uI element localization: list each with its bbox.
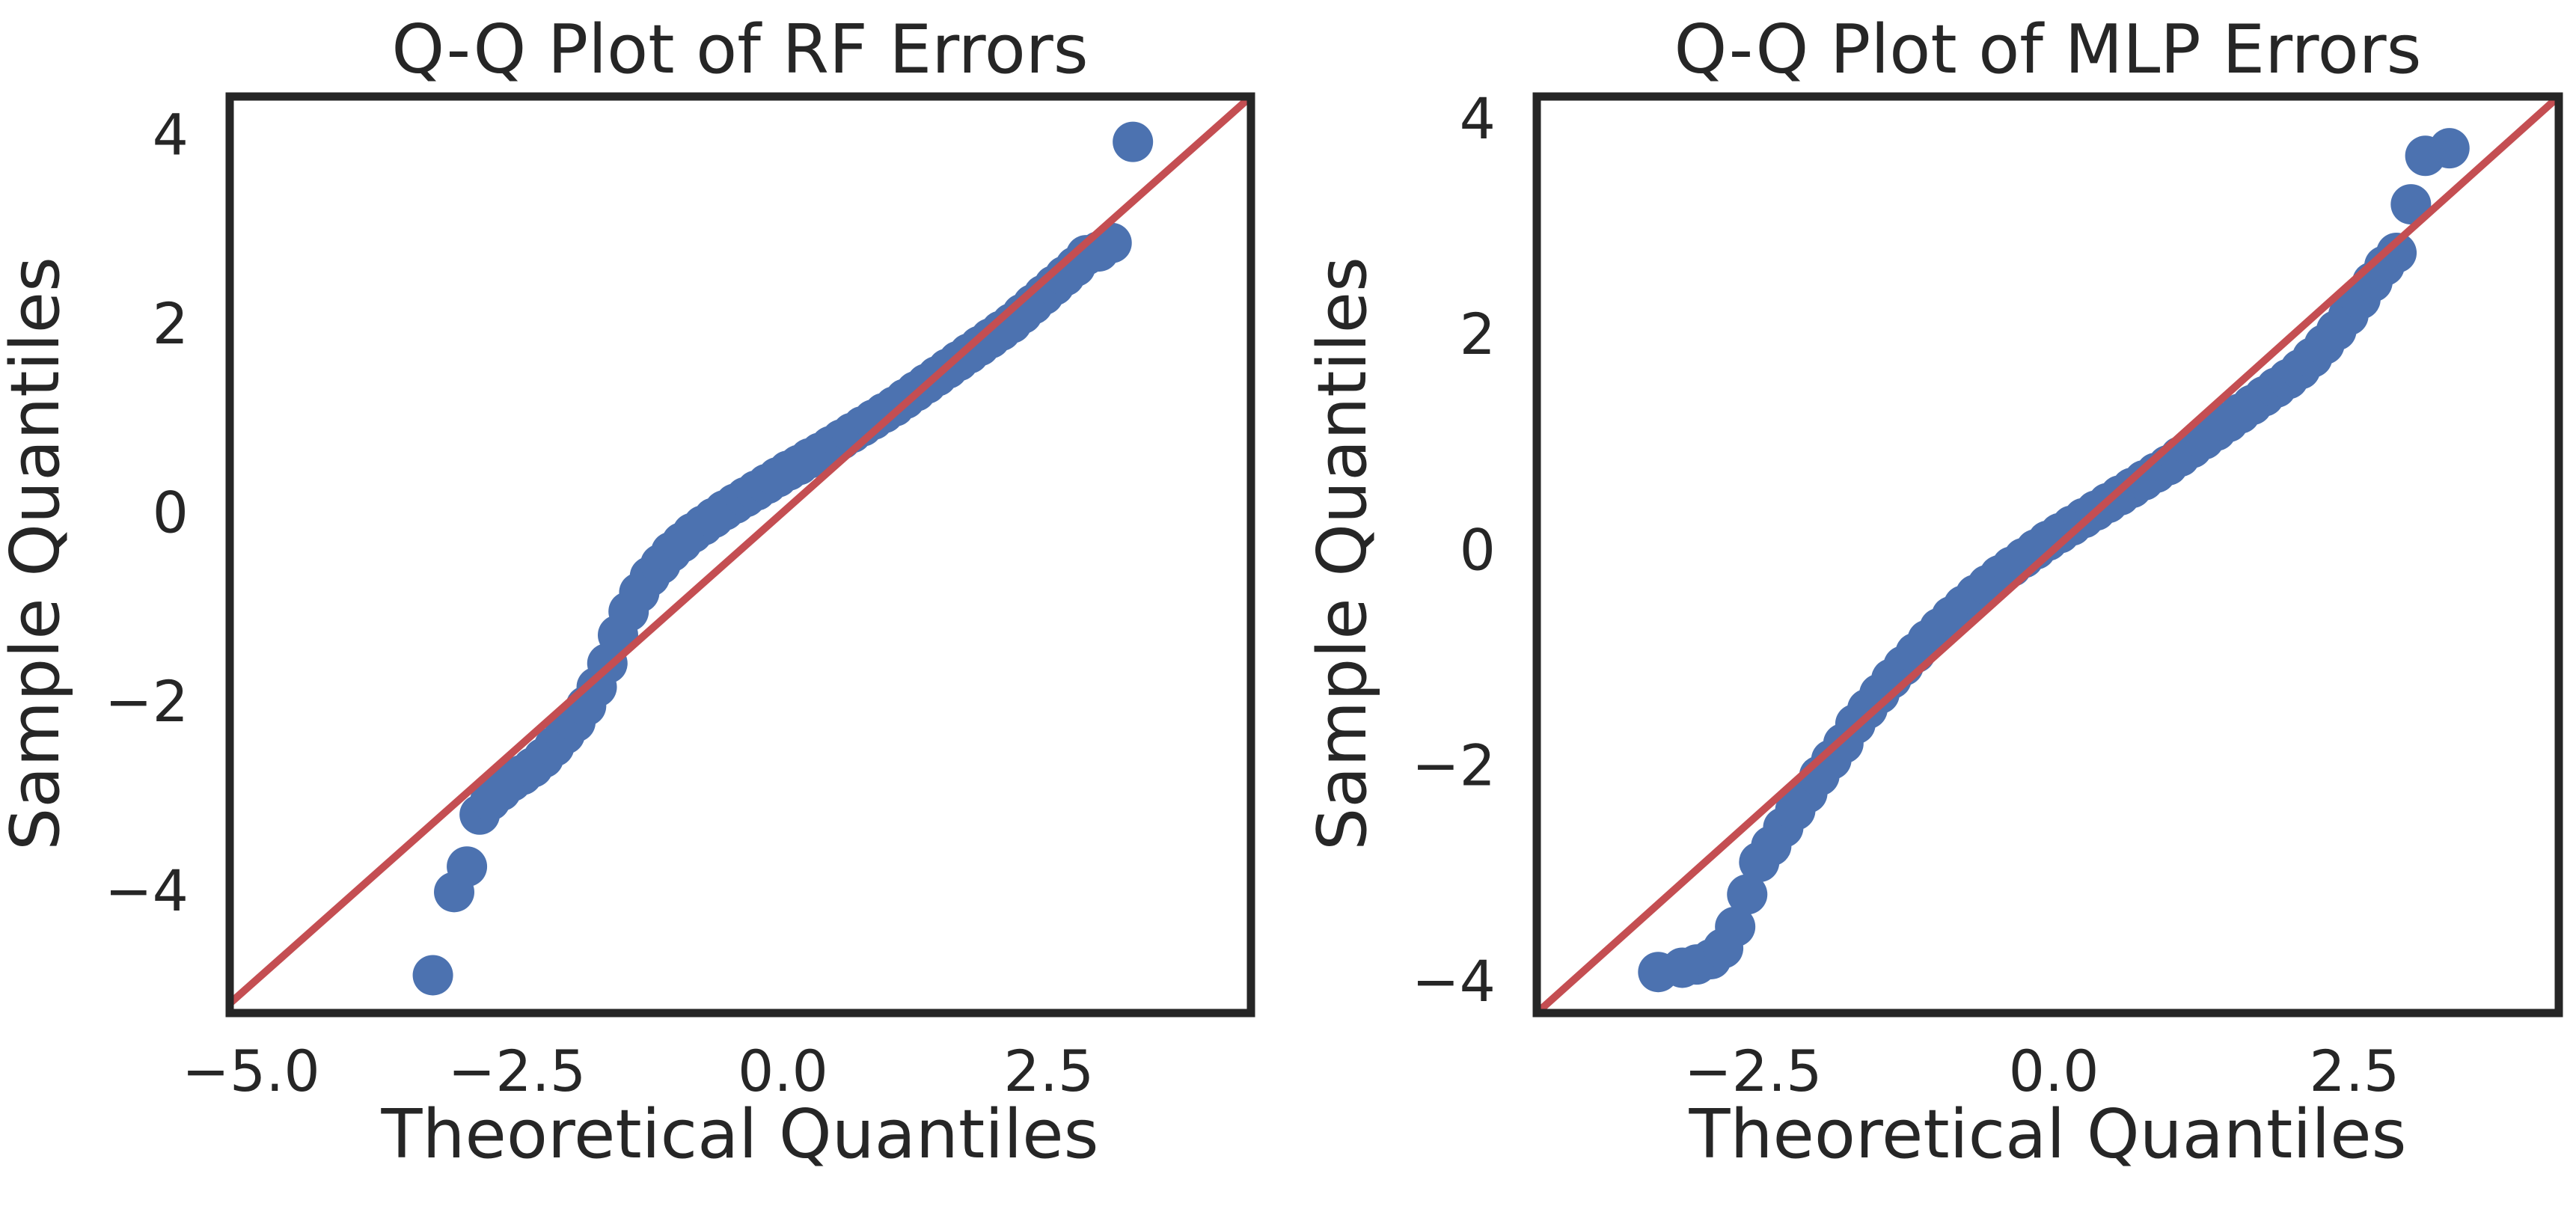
- mlp-y-tick-label: −2: [1412, 732, 1496, 799]
- mlp-y-tick-label: 2: [1460, 301, 1496, 367]
- rf-x-tick-label: 2.5: [1003, 1038, 1094, 1104]
- rf-x-axis-label: Theoretical Quantiles: [380, 1095, 1098, 1174]
- mlp-chart-title: Q-Q Plot of MLP Errors: [1674, 10, 2421, 89]
- mlp-data-point: [2390, 184, 2432, 225]
- mlp-x-tick-label: 0.0: [2009, 1038, 2099, 1104]
- rf-qq-plot: Q-Q Plot of RF Errors Theoretical Quanti…: [0, 10, 1255, 1174]
- rf-plot-frame: [225, 92, 1255, 1018]
- rf-chart-title: Q-Q Plot of RF Errors: [391, 10, 1088, 89]
- mlp-plot-frame: [1532, 92, 2563, 1018]
- mlp-y-axis-label: Sample Quantiles: [1303, 257, 1382, 851]
- rf-y-tick-label: 0: [153, 480, 189, 546]
- rf-x-tick-label: −2.5: [448, 1038, 587, 1104]
- rf-y-tick-label: 4: [153, 102, 189, 168]
- rf-y-axis-label: Sample Quantiles: [0, 257, 75, 851]
- rf-y-tick-label: −4: [105, 857, 189, 924]
- mlp-y-tick-label: 4: [1460, 85, 1496, 152]
- rf-y-tick-label: 2: [153, 290, 189, 357]
- mlp-data-points: [1638, 128, 2470, 993]
- mlp-data-point: [2376, 232, 2417, 273]
- mlp-data-point: [2429, 128, 2470, 169]
- mlp-qq-plot: Q-Q Plot of MLP Errors Theoretical Quant…: [1303, 10, 2563, 1174]
- rf-x-tick-label: −5.0: [182, 1038, 320, 1104]
- rf-reference-line: [230, 97, 1251, 1009]
- mlp-y-tick-label: −4: [1412, 948, 1496, 1015]
- rf-y-tick-label: −2: [105, 668, 189, 735]
- mlp-x-tick-label: 2.5: [2309, 1038, 2399, 1104]
- mlp-data-point: [1727, 874, 1768, 915]
- mlp-reference-line: [1537, 97, 2559, 1013]
- mlp-y-tick-label: 0: [1460, 516, 1496, 583]
- mlp-x-tick-labels: −2.5 0.0 2.5: [1684, 1038, 2399, 1104]
- rf-x-tick-label: 0.0: [738, 1038, 828, 1104]
- mlp-x-tick-label: −2.5: [1684, 1038, 1823, 1104]
- rf-data-point: [447, 846, 488, 887]
- mlp-x-axis-label: Theoretical Quantiles: [1688, 1095, 2406, 1174]
- rf-y-tick-labels: −4 −2 0 2 4: [105, 102, 189, 924]
- mlp-data-point: [1715, 906, 1756, 947]
- mlp-y-tick-labels: −4 −2 0 2 4: [1412, 85, 1496, 1015]
- rf-data-point: [1113, 121, 1154, 162]
- rf-x-tick-labels: −5.0 −2.5 0.0 2.5: [182, 1038, 1094, 1104]
- rf-data-point: [412, 955, 453, 996]
- rf-data-points: [412, 121, 1154, 996]
